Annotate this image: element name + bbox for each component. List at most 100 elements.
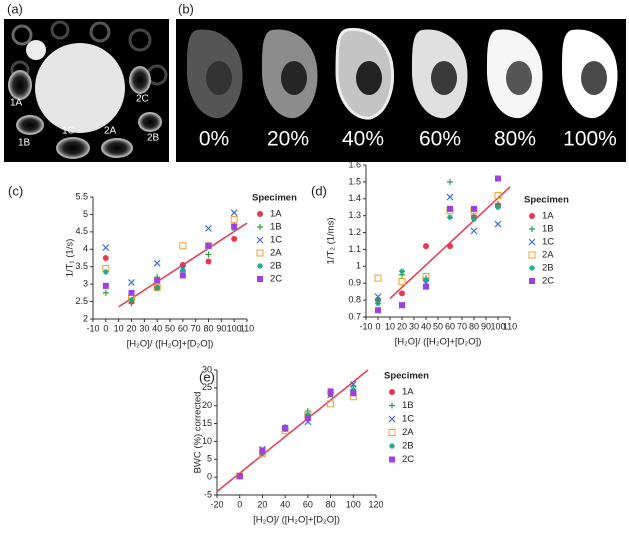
y-tick-label: 5	[207, 454, 212, 464]
legend-label: 1C	[270, 235, 282, 246]
slice	[187, 29, 243, 119]
specimen-slices	[8, 66, 162, 159]
legend-marker	[389, 443, 395, 449]
y-tick-label: 5.5	[75, 191, 88, 201]
legend-label: 2C	[542, 276, 554, 287]
y-tick-label: 1	[356, 261, 361, 271]
data-point	[375, 307, 381, 314]
legend-label: 2A	[542, 250, 554, 261]
slice	[412, 29, 468, 119]
x-tick-label: 60	[303, 499, 313, 509]
legend-marker	[529, 265, 535, 271]
data-point	[375, 300, 381, 307]
x-tick-label: 50	[433, 321, 443, 331]
y-axis-label: 1/T₁ (1/s)	[65, 239, 76, 278]
data-point	[447, 178, 453, 185]
specimen-label: 2C	[136, 94, 149, 105]
y-tick-label: 30	[202, 364, 212, 374]
data-point	[471, 216, 477, 223]
x-tick-label: 100	[490, 321, 505, 331]
y-tick-label: 3.5	[75, 261, 88, 271]
x-tick-label: 90	[216, 323, 226, 333]
x-tick-label: -10	[359, 321, 372, 331]
x-tick-label: -10	[86, 323, 99, 333]
mri-image-b: 0% 20% 40% 60% 80% 100%	[176, 19, 626, 162]
x-tick-label: 100	[346, 499, 361, 509]
data-point	[447, 214, 453, 221]
data-point	[205, 251, 212, 258]
x-tick-label: 0	[375, 321, 380, 331]
specimen-label: 2B	[147, 133, 160, 144]
data-point	[494, 191, 502, 199]
legend-label: 1C	[402, 414, 414, 425]
data-point	[349, 380, 357, 388]
data-point	[153, 284, 161, 292]
panel-label: (a)	[7, 1, 23, 16]
legend-label: 2A	[402, 427, 414, 438]
legend-label: 2C	[270, 274, 282, 285]
data-point	[495, 204, 501, 211]
x-tick-label: 50	[165, 323, 175, 333]
data-point	[423, 283, 429, 290]
slice	[487, 29, 543, 119]
x-tick-label: 100	[227, 323, 242, 333]
x-tick-label: 10	[385, 321, 395, 331]
x-tick-label: 30	[409, 321, 419, 331]
data-point	[447, 205, 453, 212]
x-tick-label: 20	[257, 499, 267, 509]
data-point	[399, 302, 405, 309]
y-axis-label: 1/T₂ (1/ms)	[326, 218, 337, 265]
y-tick-label: 0	[207, 472, 212, 482]
data-point	[374, 274, 382, 282]
legend-marker	[256, 249, 264, 257]
x-tick-label: 40	[152, 323, 162, 333]
legend-marker	[257, 263, 263, 269]
data-point	[350, 386, 357, 393]
legend-title: Specimen	[252, 193, 297, 204]
x-tick-label: 70	[191, 323, 201, 333]
legend-label: 1B	[270, 222, 282, 233]
concentration-label: 40%	[342, 128, 384, 151]
legend-marker	[529, 278, 535, 284]
data-point	[327, 400, 335, 408]
data-point	[282, 424, 289, 431]
data-point	[423, 276, 429, 283]
legend-marker	[388, 429, 396, 436]
y-tick-label: 1.3	[348, 210, 361, 220]
panel-label: (d)	[311, 183, 327, 198]
legend-label: 2B	[402, 441, 414, 452]
data-point	[423, 243, 429, 250]
x-tick-label: 110	[503, 321, 517, 331]
legend-marker	[256, 236, 264, 244]
legend-marker	[528, 238, 536, 246]
data-point	[179, 267, 186, 274]
fit-line	[389, 186, 511, 299]
x-tick-label: 0	[237, 499, 242, 509]
y-tick-label: 1.6	[348, 159, 361, 169]
data-point	[259, 447, 266, 454]
data-point	[236, 473, 243, 480]
y-tick-label: 1.1	[348, 244, 361, 254]
legend-label: 2B	[270, 261, 282, 272]
concentration-label: 0%	[199, 128, 229, 151]
legend-label: 2A	[270, 248, 282, 259]
legend-label: 2C	[402, 454, 414, 465]
data-point	[154, 277, 161, 284]
image-background	[176, 19, 626, 162]
data-point	[230, 209, 238, 217]
legend-marker	[529, 213, 535, 219]
legend-label: 1B	[402, 400, 414, 411]
x-tick-label: 10	[114, 323, 124, 333]
data-point	[205, 224, 212, 232]
data-point	[304, 411, 311, 418]
x-tick-label: 60	[178, 323, 188, 333]
y-tick-label: 0.9	[348, 278, 361, 288]
data-point	[102, 289, 109, 296]
data-point	[374, 293, 382, 301]
data-point	[102, 255, 109, 261]
y-tick-label: 4.5	[75, 226, 88, 236]
data-point	[399, 268, 405, 275]
specimen-label: 1A	[10, 98, 23, 109]
data-point	[230, 216, 238, 224]
